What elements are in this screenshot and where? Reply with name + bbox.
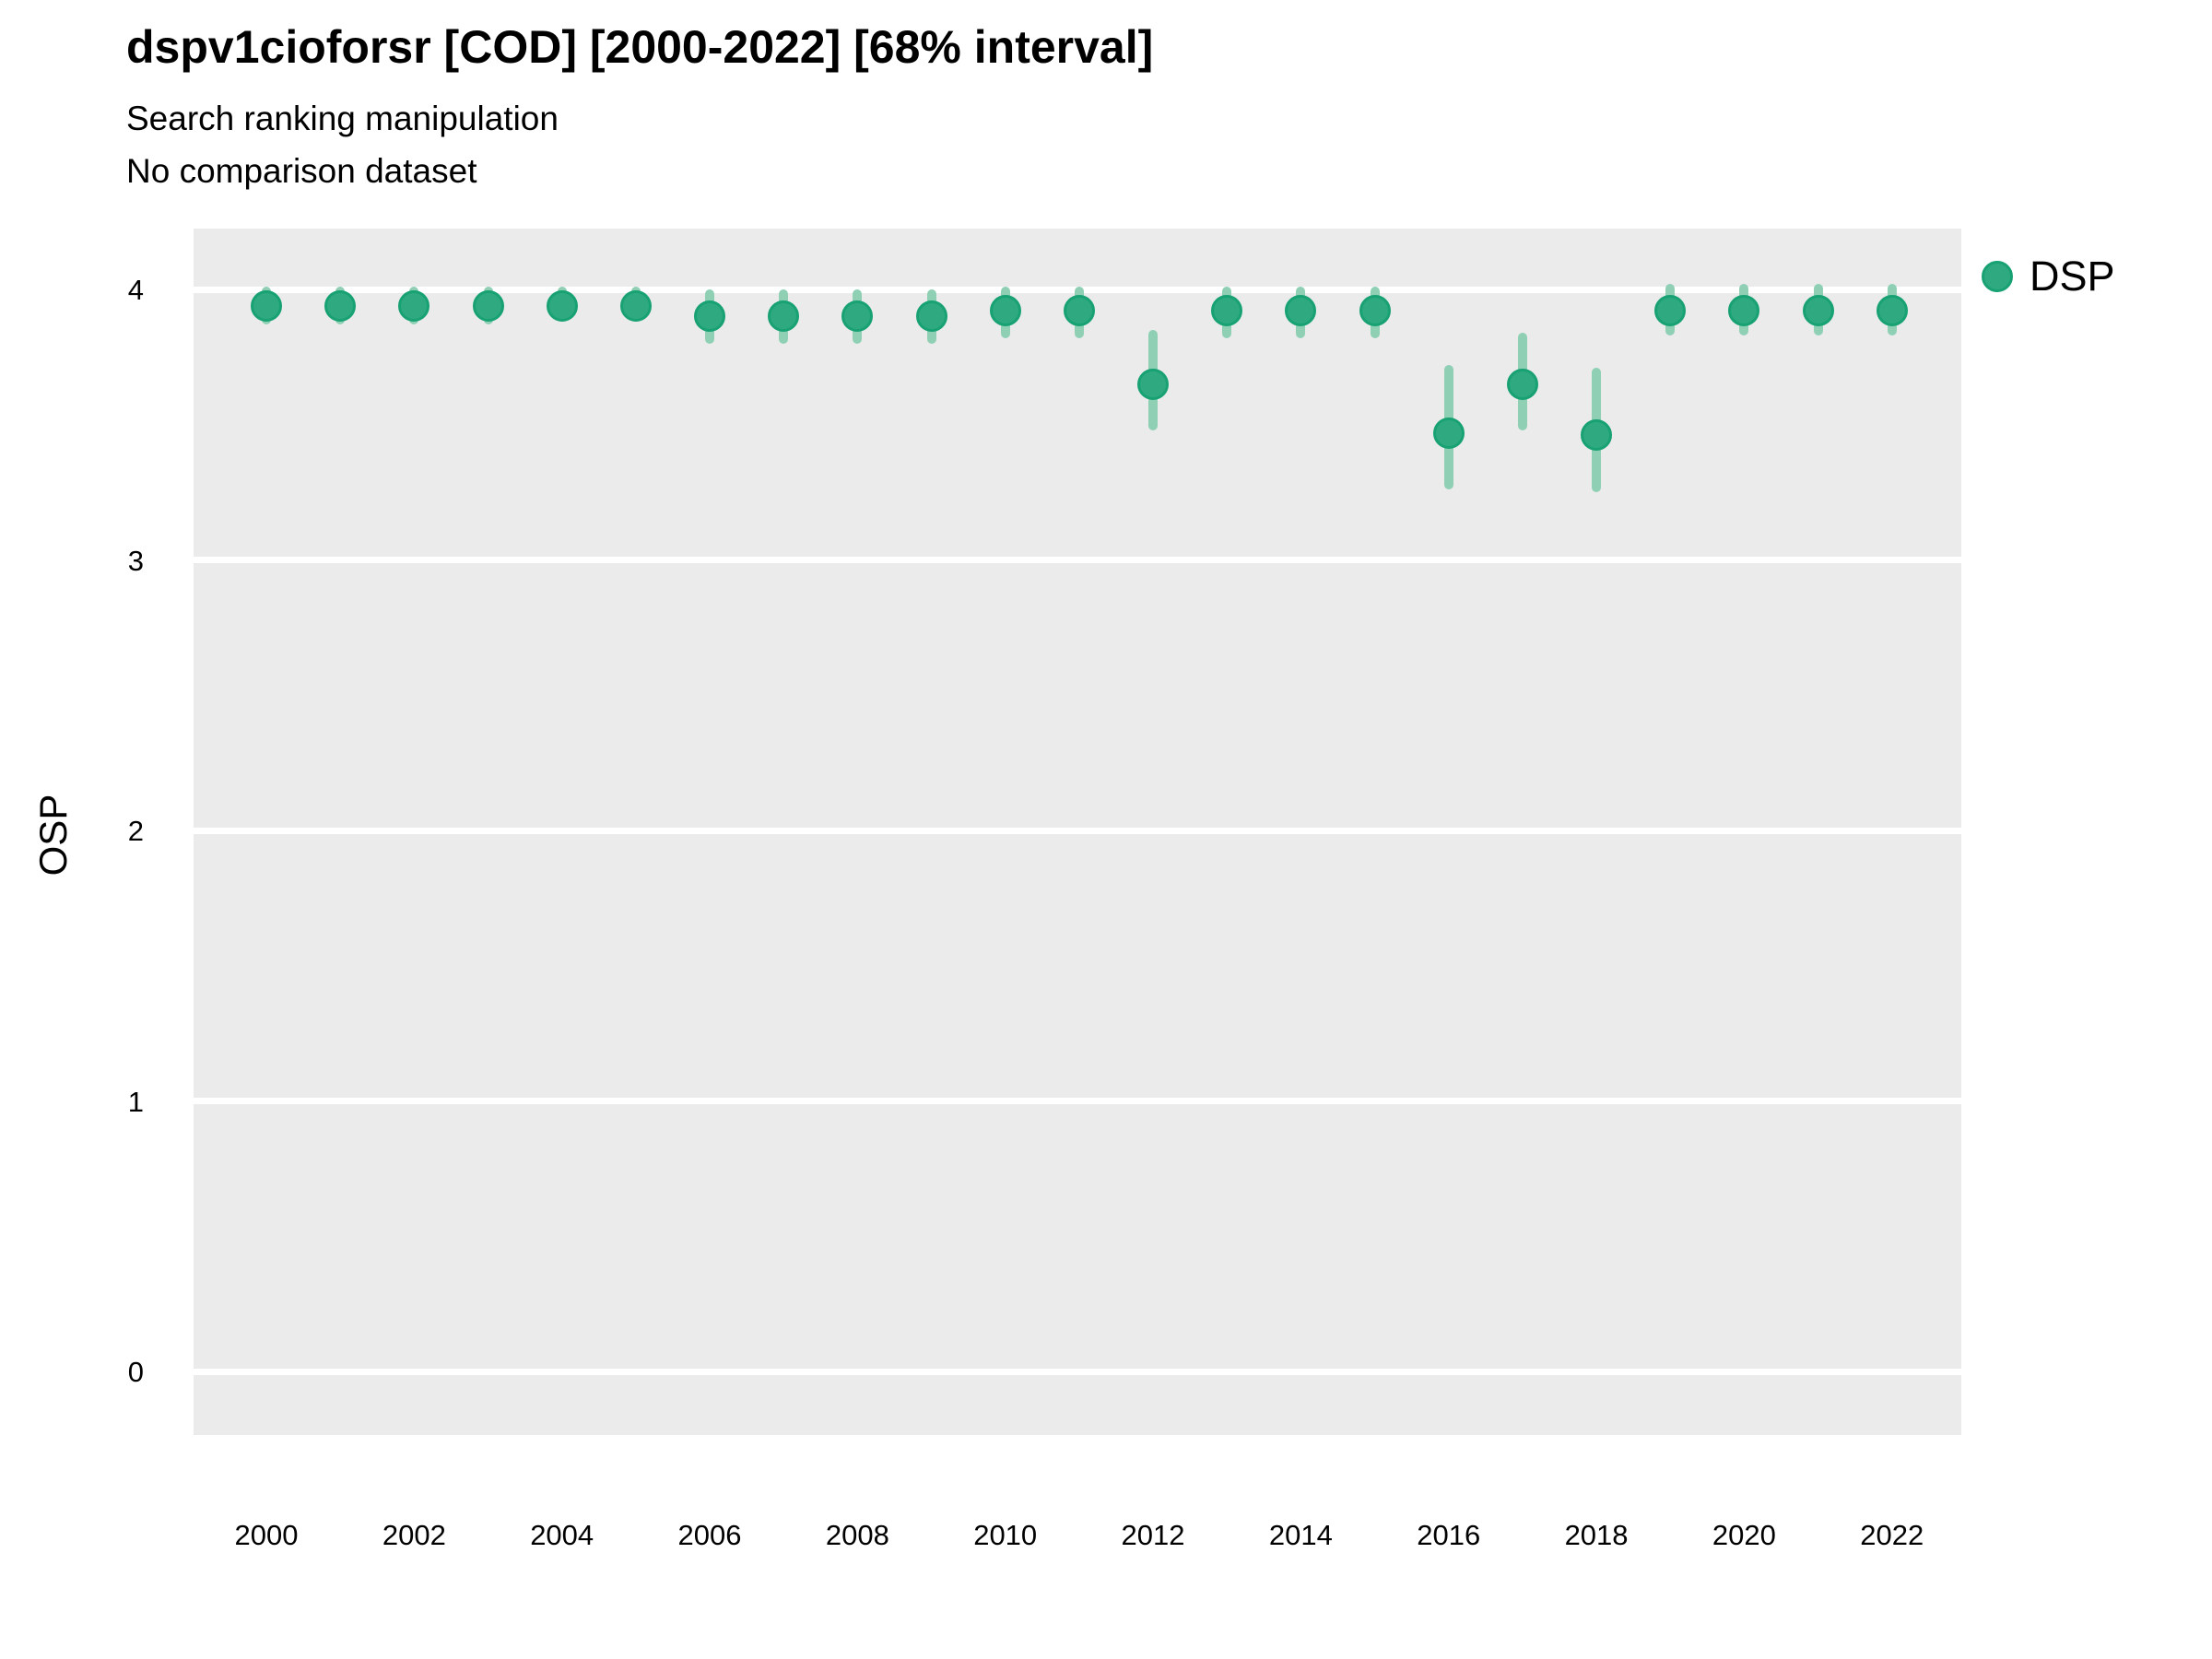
chart-subtitle-2: No comparison dataset <box>126 152 477 190</box>
y-tick-label-1: 1 <box>127 1085 144 1118</box>
x-tick-label-2002: 2002 <box>382 1519 446 1551</box>
x-tick-label-2006: 2006 <box>677 1519 742 1551</box>
gridline-y-0 <box>194 1368 1961 1375</box>
x-tick-label-2016: 2016 <box>1417 1519 1481 1551</box>
data-point-2022 <box>1876 295 1908 327</box>
plot-panel <box>194 229 1961 1435</box>
chart-subtitle: Search ranking manipulation <box>126 100 559 137</box>
gridline-y-2 <box>194 827 1961 834</box>
x-tick-label-2000: 2000 <box>234 1519 299 1551</box>
data-point-2017 <box>1506 368 1538 400</box>
y-tick-label-4: 4 <box>127 274 144 306</box>
data-point-2000 <box>251 289 282 322</box>
data-point-2012 <box>1137 368 1170 400</box>
x-tick-label-2014: 2014 <box>1268 1519 1333 1551</box>
data-point-2001 <box>324 289 357 322</box>
data-point-2008 <box>841 300 874 333</box>
data-point-2011 <box>1063 295 1095 327</box>
data-point-2021 <box>1802 295 1834 327</box>
legend-dot-icon <box>1982 261 2013 292</box>
data-point-2004 <box>546 289 578 322</box>
y-tick-label-2: 2 <box>127 815 144 847</box>
y-tick-label-0: 0 <box>127 1356 144 1388</box>
data-point-2009 <box>915 300 947 333</box>
x-tick-label-2010: 2010 <box>973 1519 1038 1551</box>
x-tick-label-2004: 2004 <box>530 1519 594 1551</box>
data-point-2018 <box>1581 419 1613 452</box>
data-point-2003 <box>472 289 504 322</box>
x-tick-label-2008: 2008 <box>825 1519 889 1551</box>
data-point-2002 <box>398 289 430 322</box>
data-point-2005 <box>619 289 652 322</box>
x-tick-label-2018: 2018 <box>1564 1519 1629 1551</box>
gridline-y-3 <box>194 557 1961 563</box>
legend-label: DSP <box>2030 253 2115 300</box>
data-point-2013 <box>1211 295 1243 327</box>
chart-title: dspv1cioforsr [COD] [2000-2022] [68% int… <box>126 21 1154 73</box>
x-tick-label-2012: 2012 <box>1121 1519 1185 1551</box>
x-tick-label-2022: 2022 <box>1860 1519 1924 1551</box>
data-point-2010 <box>989 295 1021 327</box>
data-point-2020 <box>1728 295 1760 327</box>
legend: DSP <box>1982 249 2115 304</box>
data-point-2016 <box>1432 417 1465 449</box>
data-point-2014 <box>1285 295 1317 327</box>
y-tick-label-3: 3 <box>127 544 144 577</box>
data-point-2015 <box>1359 295 1391 327</box>
data-point-2019 <box>1654 295 1687 327</box>
gridline-y-1 <box>194 1098 1961 1104</box>
x-tick-label-2020: 2020 <box>1712 1519 1776 1551</box>
data-point-2006 <box>694 300 726 333</box>
data-point-2007 <box>768 300 800 333</box>
